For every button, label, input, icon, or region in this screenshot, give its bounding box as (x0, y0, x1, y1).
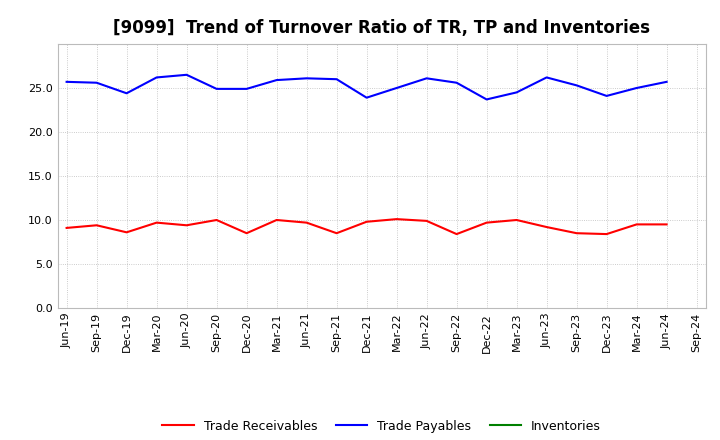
Trade Payables (92, 80, 101, 85)
Trade Receivables (362, 219, 371, 224)
Trade Receivables (182, 223, 191, 228)
Trade Payables (302, 76, 311, 81)
Trade Receivables (632, 222, 641, 227)
Trade Receivables (452, 231, 461, 237)
Trade Payables (392, 85, 401, 91)
Trade Payables (482, 97, 491, 102)
Trade Payables (452, 80, 461, 85)
Trade Payables (333, 77, 341, 82)
Trade Receivables (482, 220, 491, 225)
Trade Receivables (542, 224, 551, 230)
Legend: Trade Receivables, Trade Payables, Inventories: Trade Receivables, Trade Payables, Inven… (157, 414, 606, 437)
Trade Payables (362, 95, 371, 100)
Trade Receivables (272, 217, 281, 223)
Trade Payables (62, 79, 71, 84)
Trade Receivables (212, 217, 221, 223)
Trade Payables (662, 79, 671, 84)
Trade Payables (212, 86, 221, 92)
Trade Payables (602, 93, 611, 99)
Trade Payables (572, 83, 581, 88)
Trade Receivables (602, 231, 611, 237)
Trade Receivables (62, 225, 71, 231)
Trade Receivables (662, 222, 671, 227)
Trade Payables (122, 91, 131, 96)
Trade Payables (182, 72, 191, 77)
Trade Payables (153, 75, 161, 80)
Trade Receivables (422, 218, 431, 224)
Trade Receivables (333, 231, 341, 236)
Trade Receivables (92, 223, 101, 228)
Trade Payables (542, 75, 551, 80)
Trade Receivables (392, 216, 401, 222)
Line: Trade Receivables: Trade Receivables (66, 219, 667, 234)
Trade Payables (513, 90, 521, 95)
Trade Receivables (572, 231, 581, 236)
Title: [9099]  Trend of Turnover Ratio of TR, TP and Inventories: [9099] Trend of Turnover Ratio of TR, TP… (113, 19, 650, 37)
Trade Receivables (153, 220, 161, 225)
Trade Receivables (302, 220, 311, 225)
Trade Receivables (513, 217, 521, 223)
Trade Receivables (242, 231, 251, 236)
Line: Trade Payables: Trade Payables (66, 75, 667, 99)
Trade Payables (272, 77, 281, 83)
Trade Receivables (122, 230, 131, 235)
Trade Payables (242, 86, 251, 92)
Trade Payables (632, 85, 641, 91)
Trade Payables (422, 76, 431, 81)
